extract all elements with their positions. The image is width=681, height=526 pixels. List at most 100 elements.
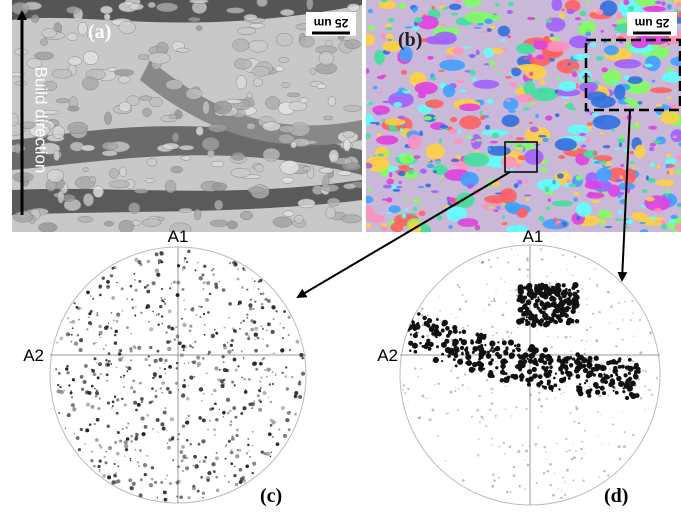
pole-dot — [517, 348, 521, 352]
pole-dot — [514, 344, 517, 347]
grain — [660, 110, 679, 124]
grain — [427, 160, 431, 163]
pole-dot — [465, 300, 468, 303]
pole-dot — [200, 306, 202, 308]
pole-dot — [527, 275, 529, 277]
pole-dot — [423, 344, 428, 349]
pole-dot — [545, 292, 549, 296]
pole-dot — [237, 278, 240, 281]
pole-dot — [439, 295, 440, 296]
grain — [557, 77, 560, 81]
pole-dot — [171, 283, 172, 284]
pole-dot — [572, 358, 575, 361]
pole-dot — [235, 483, 238, 486]
pole-dot — [181, 393, 185, 397]
grain — [383, 101, 391, 103]
grain — [671, 215, 678, 219]
grain — [602, 191, 607, 193]
pole-dot — [518, 485, 521, 488]
grain — [495, 3, 500, 7]
pole-dot — [215, 476, 218, 479]
pole-dot — [525, 408, 527, 410]
pole-dot — [95, 342, 96, 343]
pole-dot — [137, 403, 141, 407]
pole-dot — [197, 362, 201, 366]
pole-dot — [99, 325, 102, 328]
pole-dot — [223, 416, 224, 417]
pole-dot — [469, 367, 475, 373]
pole-dot — [503, 377, 509, 383]
pole-dot — [491, 301, 493, 303]
pole-dot — [605, 375, 608, 378]
grain — [657, 165, 660, 169]
pole-dot — [164, 298, 166, 300]
grain — [604, 45, 619, 55]
pole-dot — [586, 359, 591, 364]
grain — [592, 200, 600, 203]
pole-dot — [628, 358, 632, 362]
pole-dot — [475, 341, 478, 344]
grain — [435, 160, 441, 164]
pole-dot — [499, 446, 501, 448]
pole-dot — [113, 319, 115, 321]
pole-dot — [59, 386, 61, 388]
grain — [327, 198, 340, 206]
pole-dot — [543, 372, 548, 377]
pole-dot — [201, 439, 205, 443]
grain — [437, 215, 443, 220]
grain — [666, 67, 674, 72]
grain — [148, 2, 156, 8]
pole-dot — [165, 332, 167, 334]
pole-dot — [133, 273, 135, 275]
pole-dot — [532, 367, 537, 372]
pole-dot — [441, 342, 447, 348]
pole-dot — [225, 458, 227, 460]
grain — [109, 169, 118, 179]
pole-dot — [622, 390, 625, 393]
pole-dot — [71, 403, 75, 407]
grain — [616, 33, 621, 36]
grain — [568, 184, 577, 187]
pole-dot — [446, 413, 448, 415]
pole-dot — [223, 346, 227, 350]
pole-dot — [106, 380, 107, 381]
grain — [587, 192, 594, 197]
pole-dot — [486, 414, 487, 415]
grain — [585, 181, 602, 189]
grain — [119, 220, 134, 233]
grain — [611, 80, 618, 82]
grain — [52, 126, 65, 139]
pole-dot — [180, 459, 183, 462]
pole-dot — [126, 326, 129, 329]
pole-dot — [579, 383, 582, 386]
grain — [519, 85, 523, 88]
pole-dot — [179, 450, 183, 454]
pole-dot — [88, 316, 90, 318]
pole-dot — [526, 259, 529, 262]
pole-dot — [115, 330, 118, 333]
pole-dot — [575, 450, 577, 452]
pole-dot — [182, 323, 186, 327]
grain — [588, 125, 592, 130]
panel-label: (b) — [398, 29, 422, 51]
pole-dot — [225, 369, 228, 372]
grain — [83, 168, 89, 172]
grain — [452, 47, 464, 54]
grain — [561, 97, 570, 99]
pole-dot — [476, 409, 479, 412]
grain — [365, 214, 385, 223]
pole-dot — [156, 273, 160, 277]
pole-dot — [567, 269, 568, 270]
pole-dot — [639, 319, 641, 321]
grain — [615, 148, 619, 151]
pole-dot — [144, 425, 148, 429]
pole-dot — [612, 423, 614, 425]
pole-dot — [137, 346, 141, 350]
pole-dot — [104, 461, 107, 464]
pole-dot — [580, 448, 583, 451]
grain — [408, 170, 414, 175]
pole-dot — [106, 285, 110, 289]
pole-dot — [152, 281, 156, 285]
pole-dot — [197, 262, 198, 263]
grain — [381, 33, 386, 39]
